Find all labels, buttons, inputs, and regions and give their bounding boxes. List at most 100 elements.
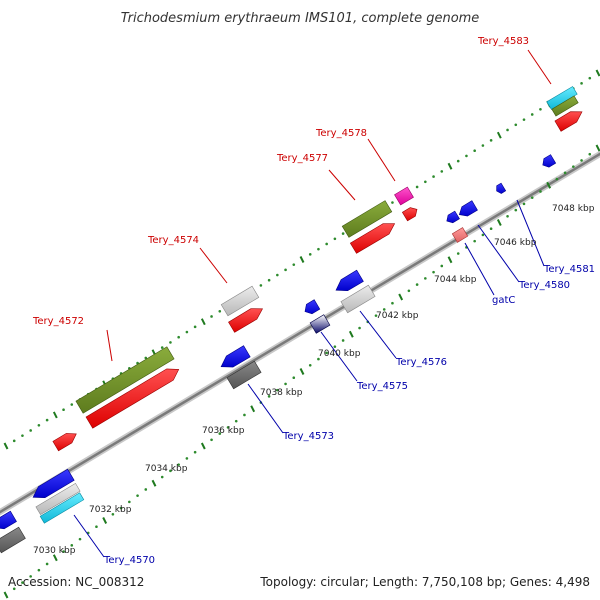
topology-text: Topology: circular; Length: 7,750,108 bp… — [259, 575, 590, 589]
gene-label-tery-4583[interactable]: Tery_4583 — [477, 36, 529, 47]
gene-block-tery-4577[interactable] — [341, 200, 393, 238]
scale-dot — [185, 457, 189, 460]
gene-block-far-left-dark[interactable] — [0, 526, 26, 554]
scale-dot — [267, 278, 271, 282]
gene-label-tery-4577[interactable]: Tery_4577 — [276, 153, 328, 164]
scale-dot — [424, 180, 427, 184]
scale-dot — [45, 562, 49, 566]
gene-block-tery-4583-red[interactable] — [554, 111, 583, 132]
gene-block-tery-4573-blue[interactable] — [220, 345, 251, 368]
gene-block-tery-4570-gray[interactable] — [35, 482, 81, 516]
scale-dot — [128, 500, 131, 504]
gene-block-tery-4572[interactable] — [75, 346, 175, 414]
gene-block-tery-4581[interactable] — [496, 182, 507, 194]
scale-dot — [169, 469, 172, 473]
scale-dot — [481, 233, 485, 237]
kbp-label: 7032 kbp — [89, 505, 132, 515]
gene-block-left-red[interactable] — [52, 433, 77, 452]
scale-tick — [3, 442, 9, 450]
gene-label-tery-4576[interactable]: Tery_4576 — [395, 357, 447, 368]
gene-block-tery-4574[interactable] — [220, 285, 260, 317]
gene-block-tery-4574-red[interactable] — [228, 308, 264, 333]
gene-block-far-left-blue[interactable] — [0, 510, 17, 530]
scale-dot — [144, 356, 148, 360]
scale-dot — [572, 165, 575, 168]
scale-dot — [514, 123, 518, 127]
gene-block-tery-4575-navy[interactable] — [309, 314, 331, 334]
scale-dot — [432, 270, 435, 274]
scale-dot — [489, 139, 493, 142]
gene-block-tery-4575-blue[interactable] — [304, 299, 321, 315]
scale-dot — [481, 144, 485, 147]
scale-dot — [292, 376, 296, 380]
scale-dot — [391, 201, 394, 204]
gene-block-small-red[interactable] — [401, 207, 418, 222]
scale-dot — [308, 253, 312, 256]
scale-dot — [588, 152, 592, 156]
scale-dot-tracks — [3, 69, 600, 599]
scale-tick — [151, 479, 157, 487]
scale-dot — [95, 525, 98, 529]
gene-label-tery-4570[interactable]: Tery_4570 — [103, 555, 155, 566]
scale-tick — [595, 69, 600, 77]
scale-dot — [284, 382, 287, 386]
scale-tick — [200, 318, 206, 326]
gene-block-tery-4576-blue[interactable] — [335, 269, 364, 292]
scale-tick — [299, 368, 305, 375]
gene-block-tery-4583-green[interactable] — [551, 95, 579, 117]
gene-label-tery-4575[interactable]: Tery_4575 — [356, 381, 408, 392]
gene-label-gatc[interactable]: gatC — [492, 295, 515, 306]
accession-text: Accession: NC_008312 — [8, 575, 144, 589]
kbp-label: 7036 kbp — [202, 426, 245, 436]
scale-dot — [218, 310, 222, 313]
scale-tick — [398, 293, 404, 301]
gene-block-tery-4578[interactable] — [394, 186, 414, 206]
scale-dot — [70, 403, 74, 406]
gene-block-gatc[interactable] — [451, 227, 469, 243]
scale-dot — [37, 568, 41, 572]
gene-block-tery-4580-a[interactable] — [446, 210, 460, 224]
gene-block-tery-4576-gray[interactable] — [340, 284, 376, 314]
scale-dot — [284, 268, 287, 272]
scale-dot — [588, 76, 592, 80]
gene-block-tery-4573-dark[interactable] — [226, 360, 262, 390]
kbp-label: 7042 kbp — [376, 311, 419, 321]
lower-gene-labels: Tery_4570 Tery_4573 Tery_4575 Tery_4576 … — [73, 199, 595, 566]
gene-block-tery-4570-blue[interactable] — [32, 468, 75, 499]
scale-dot — [144, 488, 148, 491]
gene-label-tery-4574[interactable]: Tery_4574 — [147, 235, 199, 246]
scale-dot — [522, 202, 526, 206]
scale-dot — [407, 289, 411, 293]
gene-label-tery-4580[interactable]: Tery_4580 — [518, 280, 570, 291]
scale-dot — [440, 170, 444, 173]
gene-label-tery-4572[interactable]: Tery_4572 — [32, 316, 84, 327]
scale-dot — [177, 463, 180, 466]
scale-dot — [226, 426, 230, 429]
scale-dot — [160, 346, 164, 349]
scale-dot — [580, 82, 583, 85]
scale-dot — [539, 190, 542, 193]
scale-dot — [193, 325, 197, 329]
scale-dot — [119, 506, 123, 510]
scale-dot — [37, 423, 41, 427]
scale-dot — [29, 429, 32, 432]
gene-block-far-right-blue[interactable] — [542, 154, 557, 168]
scale-tick — [200, 442, 206, 450]
gene-label-tery-4578[interactable]: Tery_4578 — [315, 128, 367, 139]
scale-dot — [374, 314, 378, 317]
gene-block-tery-4583[interactable] — [546, 86, 578, 110]
scale-tick — [102, 517, 108, 524]
gene-label-tery-4581[interactable]: Tery_4581 — [543, 264, 595, 275]
gene-block-tery-4570-cyan[interactable] — [39, 492, 85, 524]
scale-dot — [185, 330, 189, 334]
scale-dot — [325, 351, 328, 355]
gene-block-tery-4580-b[interactable] — [458, 200, 478, 217]
gene-label-tery-4573[interactable]: Tery_4573 — [282, 431, 334, 442]
gene-block-tery-4572-red[interactable] — [85, 368, 180, 429]
scale-dot — [539, 107, 542, 111]
scale-dot — [506, 128, 509, 132]
kbp-label: 7034 kbp — [145, 464, 188, 474]
gene-block-tery-4577-red[interactable] — [349, 223, 396, 254]
scale-dot — [530, 196, 534, 199]
